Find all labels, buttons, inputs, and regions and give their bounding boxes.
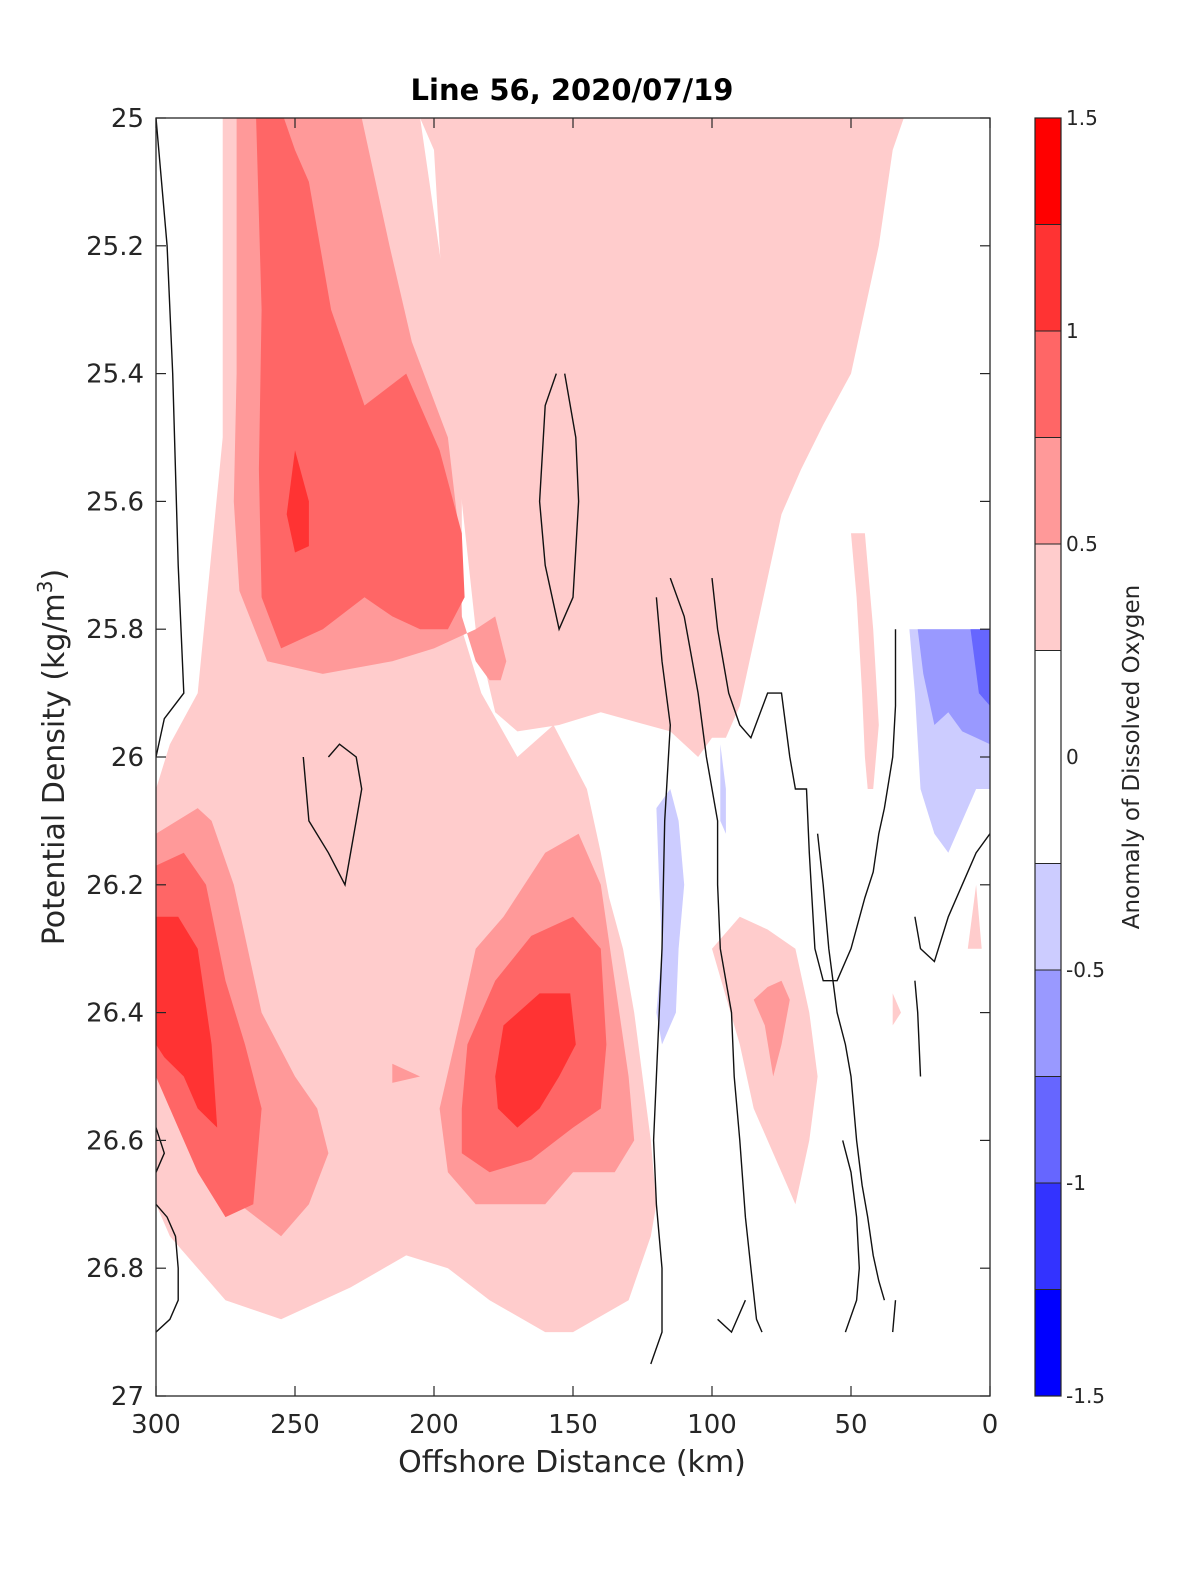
colorbar-swatch-3 <box>1035 437 1061 544</box>
zero-contour-3 <box>650 597 672 1365</box>
contour-fill-east-mid-positive <box>712 916 818 1205</box>
y-tick-label-7: 26.4 <box>86 999 144 1029</box>
colorbar-tick-label-4: -0.5 <box>1066 958 1105 982</box>
colorbar-label: Anomaly of Dissolved Oxygen <box>1119 585 1145 930</box>
zero-contour-6 <box>816 833 886 1301</box>
colorbar-swatch-8 <box>1035 1076 1061 1183</box>
x-tick-label-5: 50 <box>834 1410 867 1440</box>
colorbar-swatch-6 <box>1035 863 1061 970</box>
zero-contour-8 <box>914 980 922 1077</box>
y-axis: 25 25.2 25.4 25.6 25.8 26 26.2 26.4 26.6 26.8 27 <box>86 104 990 1412</box>
x-tick-label-3: 150 <box>548 1410 598 1440</box>
x-tick-label-0: 300 <box>131 1410 181 1440</box>
contour-fill-small-pos-streak <box>392 1063 421 1083</box>
x-axis: 300 250 200 150 100 50 0 <box>131 118 998 1440</box>
chart-title: Line 56, 2020/07/19 <box>411 73 734 107</box>
y-tick-label-1: 25.2 <box>86 232 144 262</box>
colorbar-swatch-7 <box>1035 970 1061 1077</box>
y-tick-label-9: 26.8 <box>86 1254 144 1284</box>
contour-fill-far-east-positive <box>851 533 879 789</box>
y-axis-label-sup: 3 <box>33 580 57 593</box>
x-tick-label-1: 250 <box>270 1410 320 1440</box>
colorbar-frame <box>1034 117 1062 1397</box>
contour-fill-narrow-negative <box>720 744 726 834</box>
y-tick-label-6: 26.2 <box>86 871 144 901</box>
colorbar-swatch-1 <box>1035 224 1061 331</box>
y-tick-label-3: 25.6 <box>86 487 144 517</box>
zero-contour-9 <box>914 833 990 963</box>
x-tick-label-4: 100 <box>687 1410 737 1440</box>
y-tick-label-8: 26.6 <box>86 1126 144 1156</box>
colorbar-swatch-2 <box>1035 331 1061 438</box>
colorbar-swatch-4 <box>1035 544 1061 651</box>
contour-fill-north-upper-positive <box>236 118 904 757</box>
zero-contour-2 <box>538 373 580 632</box>
x-axis-label: Offshore Distance (km) <box>398 1445 746 1480</box>
y-axis-label-main: Potential Density (kg/m <box>37 593 72 945</box>
y-tick-label-10: 27 <box>111 1382 144 1412</box>
y-tick-label-2: 25.4 <box>86 360 144 390</box>
zero-contour-1 <box>302 743 363 887</box>
contour-fill-peak-north <box>286 450 309 553</box>
contour-fill-east-mid-pos-core <box>753 980 790 1077</box>
colorbar-tick-label-3: 0 <box>1066 745 1079 769</box>
colorbar-swatch-5 <box>1035 650 1061 864</box>
plot-area: 300 250 200 150 100 50 0 2525.225.425.625.8262… <box>86 104 998 1440</box>
colorbar-tick-label-5: -1 <box>1066 1171 1086 1195</box>
zero-contour-lines <box>156 118 990 1365</box>
contour-fill-peak-south-west <box>156 916 218 1128</box>
x-tick-label-2: 200 <box>409 1410 459 1440</box>
colorbar-swatch-9 <box>1035 1183 1061 1290</box>
zero-contour-0 <box>156 118 185 758</box>
colorbar: 1.5 1 0.5 0 -0.5 -1 -1.5 <box>1034 106 1105 1408</box>
zero-contour-7 <box>842 1140 861 1333</box>
contour-fill-far-east-neg-core <box>917 629 990 745</box>
x-tick-label-6: 0 <box>982 1410 999 1440</box>
y-axis-label-close: ) <box>37 569 72 581</box>
y-axis-label: Potential Density (kg/m3) <box>33 569 72 945</box>
zero-contour-13 <box>156 1127 166 1173</box>
contour-fill-peak-south-east <box>495 993 576 1128</box>
contour-fill-far-east-neg-peak <box>970 629 990 706</box>
colorbar-tick-label-6: -1.5 <box>1066 1384 1105 1408</box>
y-tick-label-5: 26 <box>111 743 144 773</box>
colorbar-tick-label-0: 1.5 <box>1066 106 1098 130</box>
contour-fill-small-positive-east <box>967 884 982 949</box>
zero-contour-4 <box>669 577 763 1333</box>
y-tick-label-0: 25 <box>111 104 144 134</box>
y-tick-label-4: 25.8 <box>86 615 144 645</box>
colorbar-swatch-0 <box>1035 118 1061 225</box>
colorbar-swatch-10 <box>1035 1289 1061 1396</box>
colorbar-tick-label-2: 0.5 <box>1066 532 1098 556</box>
contour-fill-tiny-pos-dot <box>892 993 901 1026</box>
zero-contour-5 <box>711 578 897 982</box>
zero-contour-12 <box>156 1203 179 1333</box>
colorbar-tick-label-1: 1 <box>1066 319 1079 343</box>
zero-contour-11 <box>717 1299 747 1334</box>
zero-contour-10 <box>892 1300 897 1333</box>
filled-contours <box>156 118 990 1333</box>
